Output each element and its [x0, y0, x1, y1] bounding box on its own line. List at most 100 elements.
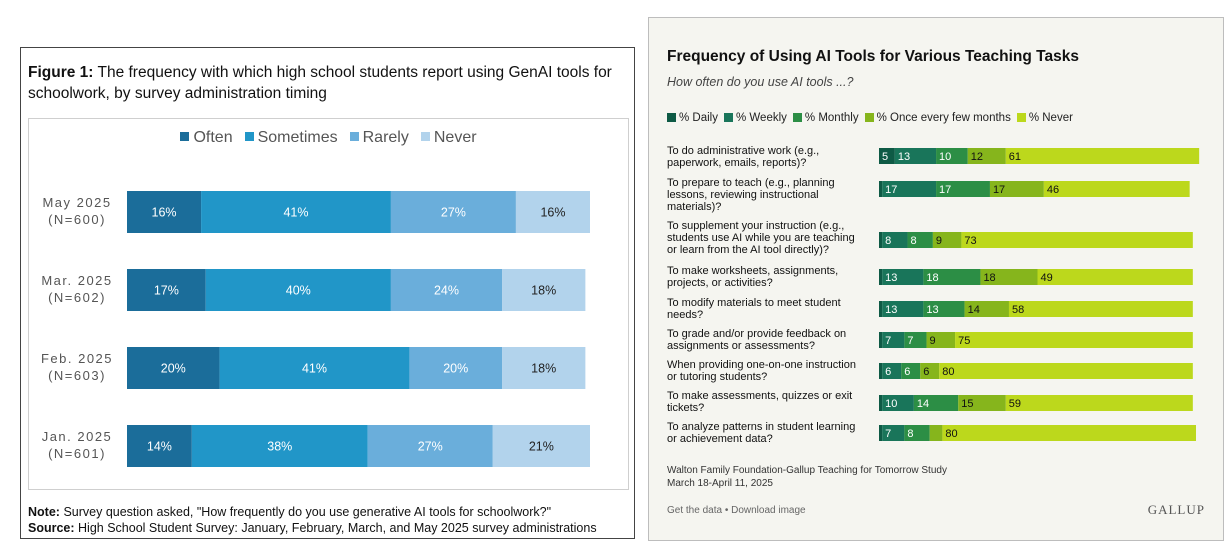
data-label: 12 [971, 151, 983, 163]
legend-item: % Once every few months [864, 112, 1011, 124]
bar-segment [882, 269, 924, 285]
question-label: To modify materials to meet student needs… [667, 297, 872, 321]
data-label: 7 [907, 335, 913, 347]
data-label: 10 [885, 398, 897, 410]
bar-segment [958, 395, 1006, 411]
data-label: 80 [942, 366, 954, 378]
legend-label: Never [433, 129, 477, 146]
get-data-link[interactable]: Get the data [667, 505, 723, 516]
data-label: 73 [964, 235, 976, 247]
data-label: 13 [898, 151, 910, 163]
bar-segment [219, 347, 410, 389]
data-label: 9 [930, 335, 936, 347]
data-label: 59 [1009, 398, 1021, 410]
bar-segment [894, 148, 937, 164]
bar-segment [926, 332, 956, 348]
bar-segment [939, 363, 1193, 379]
bar-segment [879, 148, 895, 164]
note-label: Note: [28, 505, 60, 519]
question-label-line: To make assessments, quizzes or exit [667, 390, 853, 402]
data-label: 49 [1041, 272, 1053, 284]
gallup-logo: GALLUP [1147, 502, 1205, 517]
bar-segment [879, 301, 883, 317]
bar-segment [502, 347, 586, 389]
data-label: 16% [540, 206, 565, 220]
legend-label: Rarely [362, 129, 409, 146]
data-label: 75 [958, 335, 970, 347]
question-label-line: projects, or activities? [667, 277, 773, 289]
bar-segment [127, 347, 220, 389]
question-label-line: assignments or assessments? [667, 340, 815, 352]
legend-label: Often [193, 129, 233, 146]
data-label: 8 [885, 235, 891, 247]
bar-segment [1043, 181, 1190, 197]
question-label-line: materials)? [667, 201, 722, 213]
bar-segment [879, 363, 883, 379]
category-label: Jan. 2025 [42, 429, 113, 444]
bar-segment [980, 269, 1038, 285]
data-label: 6 [885, 366, 891, 378]
frequency-bar-chart: May 2025 (N=600) 16% 41% 27% 16% Mar. 2025 (N=6… [41, 191, 590, 467]
bar-segment [923, 301, 965, 317]
legend-item: % Never [1016, 112, 1073, 124]
bar-segment [955, 332, 1193, 348]
data-label: 18 [926, 272, 938, 284]
question-label-line: When providing one-on-one instruction [667, 359, 856, 371]
data-label: 10 [939, 151, 951, 163]
bar-segment [882, 363, 902, 379]
question-label-line: paperwork, emails, reports)? [667, 157, 807, 169]
question-label-line: To analyze patterns in student learning [667, 421, 856, 433]
legend-swatch [792, 113, 802, 122]
question-label-line: students use AI while you are teaching [667, 232, 855, 244]
data-label: 20% [443, 362, 468, 376]
question-label: To prepare to teach (e.g., planning lesso… [667, 177, 872, 213]
legend-item: % Monthly [792, 112, 859, 124]
question-label: To make assessments, quizzes or exit tick… [667, 390, 872, 414]
source-line-1: Walton Family Foundation-Gallup Teaching… [667, 465, 947, 476]
question-label: To make worksheets, assignments, projects… [667, 265, 872, 289]
bar-segment [502, 269, 586, 311]
figure-1-panel: Figure 1: The frequency with which high … [20, 47, 635, 539]
chart-title: Frequency of Using AI Tools for Various … [667, 48, 1079, 65]
legend-swatch [420, 132, 430, 141]
data-label: 20% [161, 362, 186, 376]
data-label: 41% [302, 362, 327, 376]
data-label: 80 [945, 428, 957, 440]
figure-title: Figure 1: The frequency with which high … [28, 62, 628, 104]
data-label: 15 [961, 398, 973, 410]
download-image-link[interactable]: Download image [731, 505, 806, 516]
question-label: When providing one-on-one instruction or … [667, 359, 872, 383]
question-label-line: needs? [667, 309, 704, 321]
legend-item: % Weekly [723, 112, 787, 124]
legend-swatch [723, 113, 733, 122]
data-label: 27% [441, 206, 466, 220]
figure-note: Note: Survey question asked, "How freque… [28, 504, 628, 536]
data-label: 18 [983, 272, 995, 284]
legend-swatch [667, 113, 676, 122]
question-label-line: To do administrative work (e.g., [667, 145, 820, 157]
data-label: 18% [531, 284, 556, 298]
legend-swatch [1016, 113, 1026, 122]
data-label: 17% [154, 284, 179, 298]
bar-segment [920, 363, 940, 379]
bar-segment [1037, 269, 1193, 285]
data-label: 8 [911, 235, 917, 247]
legend-swatch [180, 132, 190, 141]
category-label: (N=601) [48, 446, 106, 461]
bar-segment [901, 363, 921, 379]
bar-segment [1005, 395, 1193, 411]
question-label-line: or achievement data? [667, 433, 773, 445]
question-label: To grade and/or provide feedback on assig… [667, 328, 872, 352]
bar-segment [932, 232, 962, 248]
question-label-line: lessons, reviewing instructional [667, 189, 819, 201]
note-line: Note: Survey question asked, "How freque… [28, 504, 628, 520]
question-label-line: To modify materials to meet student [667, 297, 841, 309]
legend-label: % Daily [679, 112, 718, 124]
question-label: To analyze patterns in student learning o… [667, 421, 872, 445]
category-label: (N=602) [48, 290, 106, 305]
question-label-line: To grade and/or provide feedback on [667, 328, 847, 340]
data-label: 7 [885, 428, 891, 440]
data-label: 24% [434, 284, 459, 298]
bar-segment [879, 181, 883, 197]
bar-segment [409, 347, 503, 389]
